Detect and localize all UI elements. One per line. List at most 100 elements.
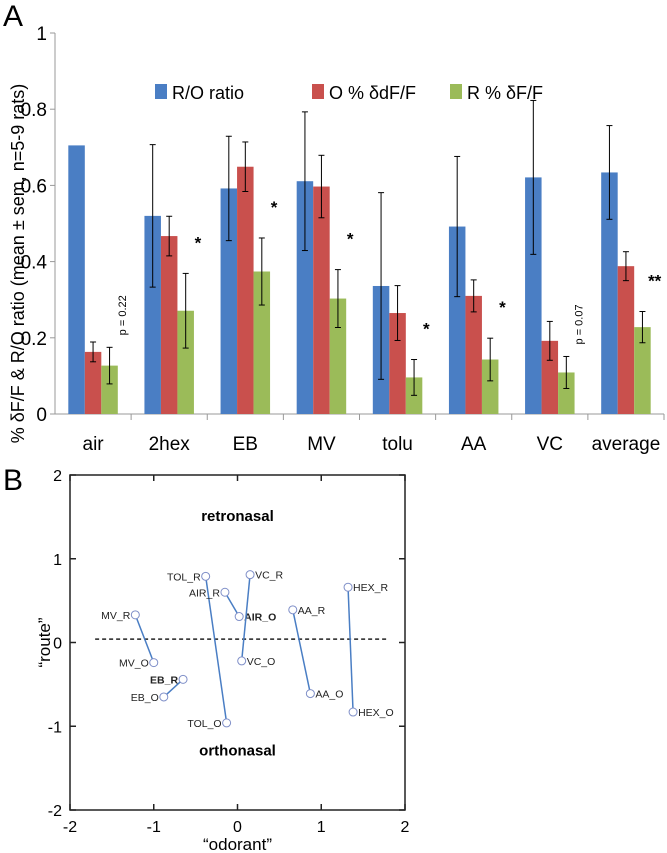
y-tick-label-b: -2: [48, 803, 62, 820]
point-label: EB_O: [131, 692, 159, 704]
significance-marker: *: [347, 230, 354, 249]
x-tick-label-a: AA: [461, 434, 487, 455]
legend-label: R/O ratio: [172, 83, 244, 103]
bar-rff: [481, 359, 499, 414]
point-label: EB_R: [150, 674, 178, 686]
point-label: TOL_R: [167, 571, 201, 583]
data-point: [288, 605, 298, 615]
significance-marker: *: [499, 298, 506, 317]
bar-odff: [160, 236, 178, 414]
p-value-annotation: p = 0.22: [117, 295, 129, 335]
region-label-orthonasal: orthonasal: [199, 743, 276, 760]
data-point: [343, 582, 353, 592]
point-label: MV_R: [101, 610, 131, 622]
legend-swatch: [450, 84, 462, 99]
y-tick-label-a: 0.8: [21, 100, 47, 121]
point-label: AA_O: [315, 689, 343, 701]
point-label: AA_R: [298, 605, 326, 617]
bar-roratio: [220, 188, 238, 414]
bar-odff: [84, 351, 102, 414]
x-tick-label-a: MV: [307, 434, 336, 455]
bar-odff: [237, 166, 254, 414]
data-point: [130, 610, 140, 620]
data-point: [348, 707, 358, 717]
point-label: TOL_O: [187, 718, 221, 730]
point-label: AIR_O: [244, 612, 276, 624]
x-tick-label-b: -2: [63, 819, 77, 836]
bar-rff: [558, 372, 575, 414]
bar-roratio: [296, 181, 314, 414]
y-tick-label-b: 0: [53, 636, 62, 653]
x-axis-title-b: “odorant”: [203, 835, 272, 853]
pair-line: [204, 576, 228, 724]
y-tick-label-a: 0.6: [21, 176, 47, 197]
x-tick-label-b: 2: [401, 819, 410, 836]
p-value-annotation: p = 0.07: [574, 304, 586, 344]
legend-label: O % δdF/F: [329, 83, 416, 103]
bar-roratio: [525, 177, 542, 414]
bar-odff: [541, 340, 559, 414]
bar-rff: [329, 298, 347, 414]
x-tick-label-b: -1: [147, 819, 161, 836]
pair-line: [292, 609, 312, 694]
y-tick-label-b: -1: [48, 719, 62, 736]
y-tick-label-a: 0.2: [21, 329, 47, 350]
significance-marker: *: [195, 233, 202, 252]
point-label: MV_O: [119, 658, 149, 670]
legend-swatch: [155, 84, 167, 99]
bar-rff: [253, 271, 271, 414]
bar-roratio: [68, 145, 85, 414]
y-tick-label-a: 0: [36, 405, 47, 426]
point-label: AIR_R: [189, 587, 220, 599]
data-point: [222, 718, 232, 728]
bar-rff: [101, 365, 118, 414]
bar-roratio: [144, 215, 161, 414]
point-label: VC_O: [247, 656, 276, 668]
x-tick-label-a: VC: [537, 434, 563, 455]
bar-odff: [465, 295, 482, 414]
x-tick-label-a: average: [592, 434, 661, 455]
x-tick-label-b: 1: [317, 819, 326, 836]
legend-label: R % δF/F: [467, 83, 543, 103]
bar-roratio: [448, 226, 466, 414]
pair-line: [134, 614, 155, 663]
pair-line: [347, 587, 354, 713]
point-label: VC_R: [255, 570, 283, 582]
data-point: [305, 689, 315, 699]
y-axis-title-b: “route”: [35, 617, 54, 667]
y-tick-label-a: 1: [36, 24, 47, 45]
panel-label-a: A: [3, 0, 23, 33]
data-point: [159, 692, 169, 702]
data-point: [220, 587, 230, 597]
data-point: [234, 612, 244, 622]
pair-line: [240, 574, 251, 661]
significance-marker: **: [648, 272, 662, 291]
point-label: HEX_R: [353, 582, 388, 594]
bar-rff: [634, 327, 651, 414]
data-point: [149, 658, 159, 668]
bar-rff: [177, 310, 194, 414]
significance-marker: *: [271, 198, 278, 217]
y-tick-label-b: 2: [53, 468, 62, 485]
y-tick-label-a: 0.4: [21, 253, 48, 274]
legend-swatch: [312, 84, 324, 99]
y-tick-label-b: 1: [53, 552, 62, 569]
panel-label-b: B: [3, 464, 23, 497]
x-tick-label-a: EB: [233, 434, 258, 455]
y-axis-title-a: % δF/F & R/O ratio (mean ± sem, n=5-9 ra…: [8, 84, 28, 444]
pair-line: [224, 591, 240, 617]
data-point: [245, 570, 255, 580]
data-point: [178, 674, 188, 684]
plot-frame-b: [69, 474, 406, 811]
x-tick-label-a: air: [83, 434, 105, 455]
data-point: [201, 571, 211, 581]
data-point: [237, 656, 247, 666]
x-tick-label-a: 2hex: [149, 434, 191, 455]
bar-odff: [389, 313, 406, 414]
x-tick-label-b: 0: [233, 819, 242, 836]
point-label: HEX_O: [358, 707, 394, 719]
x-tick-label-a: tolu: [382, 434, 413, 455]
bar-odff: [617, 266, 635, 414]
